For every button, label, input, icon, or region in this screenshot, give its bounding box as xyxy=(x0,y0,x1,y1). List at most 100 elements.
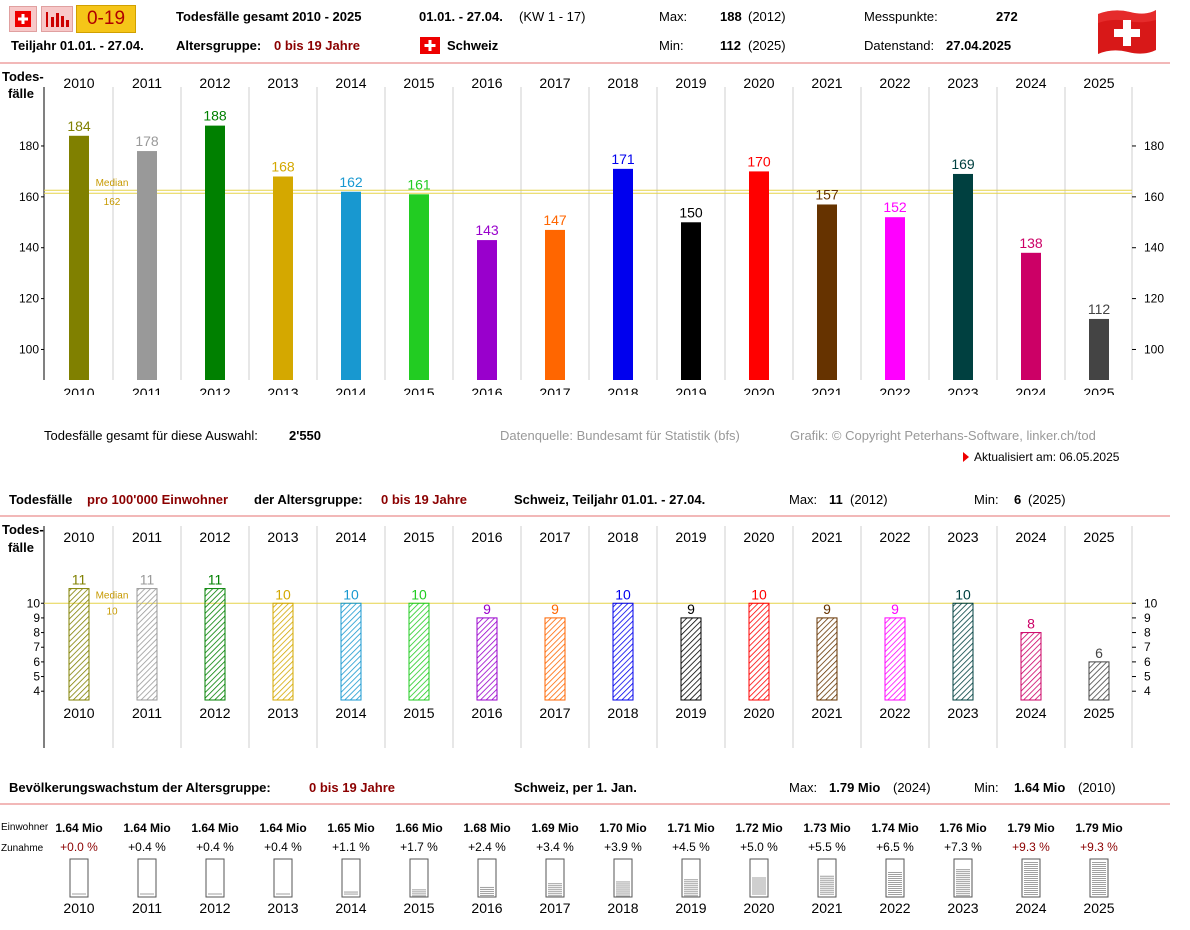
bar-value-label: 170 xyxy=(747,153,771,169)
y-tick-label-right: 10 xyxy=(1144,596,1158,610)
x-tick-label-top: 2015 xyxy=(403,75,434,91)
x-tick-label: 2018 xyxy=(607,900,638,916)
x-tick-label-top: 2022 xyxy=(879,529,910,545)
swiss-flag-button[interactable] xyxy=(9,6,37,32)
x-tick-label-top: 2012 xyxy=(199,75,230,91)
chart3-max-value: 1.79 Mio xyxy=(829,780,881,795)
chart3-min-label: Min: xyxy=(974,780,999,795)
x-tick-label: 2013 xyxy=(267,705,298,721)
bar-value-label: 9 xyxy=(891,601,899,617)
bar xyxy=(816,617,838,701)
chart2-title-part3: der Altersgruppe: xyxy=(254,492,363,507)
bar xyxy=(409,194,429,380)
bar-value-label: 162 xyxy=(339,174,363,190)
x-tick-label: 2023 xyxy=(947,900,978,916)
zunahme-value: +0.4 % xyxy=(196,840,234,854)
age-value: 0 bis 19 Jahre xyxy=(274,38,360,53)
y-tick-label-right: 160 xyxy=(1144,190,1164,204)
bar xyxy=(817,204,837,380)
age-group-button[interactable]: 0-19 xyxy=(76,5,136,33)
update-arrow-icon xyxy=(963,452,969,462)
chart2-ylabel-line2: fälle xyxy=(8,540,35,555)
bar-value-label: 10 xyxy=(343,586,359,602)
chart2-title-part1: Todesfälle xyxy=(9,492,73,507)
chart2-max-year: (2012) xyxy=(850,492,888,507)
median-value-label: 162 xyxy=(104,197,121,208)
y-tick-label: 6 xyxy=(33,655,40,669)
bar-value-label: 11 xyxy=(208,572,223,588)
growth-box xyxy=(205,858,225,898)
y-tick-label-right: 5 xyxy=(1144,670,1151,684)
bar-value-label: 157 xyxy=(815,186,839,202)
y-tick-label: 100 xyxy=(19,342,39,356)
chart3-min-year: (2010) xyxy=(1078,780,1116,795)
bar-value-label: 178 xyxy=(135,133,159,149)
bar xyxy=(680,617,702,701)
bar-value-label: 9 xyxy=(483,601,491,617)
x-tick-label-top: 2017 xyxy=(539,529,570,545)
y-tick-label-right: 9 xyxy=(1144,611,1151,625)
x-tick-label: 2019 xyxy=(675,900,706,916)
x-tick-label: 2011 xyxy=(132,705,162,721)
y-tick-label-right: 120 xyxy=(1144,292,1164,306)
x-tick-label: 2018 xyxy=(607,705,638,721)
bar-value-label: 150 xyxy=(679,204,703,220)
x-tick-label-top: 2019 xyxy=(675,529,706,545)
chart2-ylabel-line1: Todes- xyxy=(2,522,44,537)
growth-box xyxy=(681,858,701,898)
updated-date: Aktualisiert am: 06.05.2025 xyxy=(974,450,1120,464)
x-tick-label-top: 2012 xyxy=(199,529,230,545)
x-tick-label: 2024 xyxy=(1015,385,1046,395)
bar-value-label: 10 xyxy=(955,586,971,602)
chart-title: Todesfälle gesamt 2010 - 2025 xyxy=(176,9,362,24)
chart2-max-value: 11 xyxy=(829,492,843,507)
divider xyxy=(0,515,1170,517)
x-tick-label: 2021 xyxy=(811,385,842,395)
bar xyxy=(884,617,906,701)
bar xyxy=(544,617,566,701)
x-tick-label: 2011 xyxy=(132,900,162,916)
country-label: Schweiz xyxy=(447,38,499,53)
einwohner-value: 1.79 Mio xyxy=(1007,821,1054,835)
x-tick-label: 2020 xyxy=(743,705,774,721)
zunahme-value: +7.3 % xyxy=(944,840,982,854)
x-tick-label-top: 2022 xyxy=(879,75,910,91)
x-tick-label: 2017 xyxy=(539,900,570,916)
x-tick-label-top: 2013 xyxy=(267,75,298,91)
x-tick-label: 2010 xyxy=(63,705,94,721)
x-tick-label: 2025 xyxy=(1083,705,1114,721)
x-tick-label-top: 2015 xyxy=(403,529,434,545)
x-tick-label: 2016 xyxy=(471,900,502,916)
growth-box xyxy=(885,858,905,898)
einwohner-value: 1.64 Mio xyxy=(55,821,102,835)
x-tick-label: 2015 xyxy=(403,705,434,721)
y-tick-label: 10 xyxy=(27,596,41,610)
x-tick-label: 2022 xyxy=(879,900,910,916)
growth-box xyxy=(613,858,633,898)
x-tick-label: 2012 xyxy=(199,385,230,395)
bar xyxy=(68,588,90,701)
zunahme-value: +9.3 % xyxy=(1080,840,1118,854)
x-tick-label-top: 2011 xyxy=(132,529,162,545)
points-value: 272 xyxy=(996,9,1018,24)
x-tick-label: 2013 xyxy=(267,385,298,395)
teiljahr-label: Teiljahr 01.01. - 27.04. xyxy=(11,38,144,53)
y-tick-label: 120 xyxy=(19,292,39,306)
bar-value-label: 184 xyxy=(67,118,91,134)
bar-value-label: 168 xyxy=(271,158,295,174)
einwohner-value: 1.64 Mio xyxy=(123,821,170,835)
x-tick-label-top: 2016 xyxy=(471,529,502,545)
copyright-link[interactable]: Grafik: © Copyright Peterhans-Software, … xyxy=(790,428,1096,443)
chart-type-button[interactable] xyxy=(41,6,73,32)
zunahme-value: +0.0 % xyxy=(60,840,98,854)
chart2-min-value: 6 xyxy=(1014,492,1022,507)
chart2-max-label: Max: xyxy=(789,492,818,507)
x-tick-label: 2016 xyxy=(471,705,502,721)
x-tick-label: 2014 xyxy=(335,705,366,721)
bar xyxy=(748,602,770,701)
bar-value-label: 10 xyxy=(751,586,767,602)
bar-value-label: 6 xyxy=(1095,645,1103,661)
x-tick-label: 2020 xyxy=(743,900,774,916)
x-tick-label: 2019 xyxy=(675,705,706,721)
data-source: Datenquelle: Bundesamt für Statistik (bf… xyxy=(500,428,740,443)
